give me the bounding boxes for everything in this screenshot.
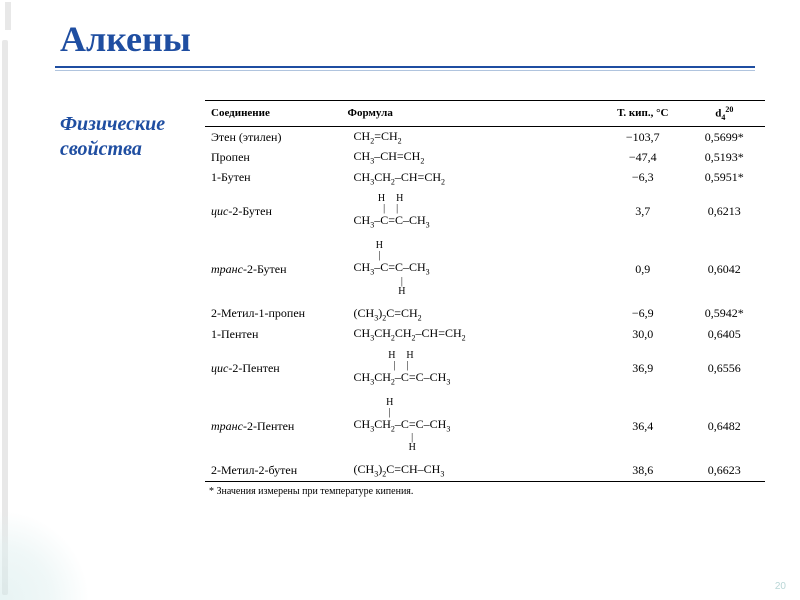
title-rule-light <box>55 70 755 71</box>
subtitle-line2: свойства <box>60 138 142 160</box>
cell-density: 0,5699* <box>684 126 765 147</box>
slide-subtitle: Физические свойства <box>60 112 165 162</box>
cell-name: 1-Пентен <box>205 324 348 344</box>
cell-formula: H | CH3CH2–C=C–CH3 | H <box>348 392 603 460</box>
cell-formula: CH3–CH=CH2 <box>348 147 603 167</box>
cell-name: транс-2-Пентен <box>205 392 348 460</box>
table-header-row: Соединение Формула Т. кип., °С d420 <box>205 101 765 127</box>
cell-formula: CH3CH2–CH=CH2 <box>348 168 603 188</box>
cell-formula: (CH3)2C=CH–CH3 <box>348 460 603 481</box>
table-footnote: * Значения измерены при температуре кипе… <box>205 482 765 497</box>
slide-title: Алкены <box>60 18 191 60</box>
table-row: транс-2-БутенH | CH3–C=C–CH3 | H0,90,604… <box>205 235 765 303</box>
cell-formula: H H| |CH3CH2–C=C–CH3 <box>348 345 603 392</box>
cell-tboil: 30,0 <box>602 324 683 344</box>
cell-density: 0,6482 <box>684 392 765 460</box>
table-row: Этен (этилен)CH2=CH2−103,70,5699* <box>205 126 765 147</box>
page-number: 20 <box>775 581 786 592</box>
cell-density: 0,5193* <box>684 147 765 167</box>
th-formula: Формула <box>348 101 603 127</box>
table-row: 1-БутенCH3CH2–CH=CH2−6,30,5951* <box>205 168 765 188</box>
table-row: 2-Метил-1-пропен(CH3)2C=CH2−6,90,5942* <box>205 304 765 324</box>
cell-density: 0,6213 <box>684 188 765 235</box>
cell-formula: H | CH3–C=C–CH3 | H <box>348 235 603 303</box>
th-tboil: Т. кип., °С <box>602 101 683 127</box>
cell-tboil: −47,4 <box>602 147 683 167</box>
th-density: d420 <box>684 101 765 127</box>
cell-density: 0,5942* <box>684 304 765 324</box>
table-row: цис-2-БутенH H| |CH3–C=C–CH33,70,6213 <box>205 188 765 235</box>
th-compound: Соединение <box>205 101 348 127</box>
cell-density: 0,6405 <box>684 324 765 344</box>
cell-name: цис-2-Пентен <box>205 345 348 392</box>
cell-name: Пропен <box>205 147 348 167</box>
cell-name: 1-Бутен <box>205 168 348 188</box>
table-row: транс-2-ПентенH | CH3CH2–C=C–CH3 | H36,4… <box>205 392 765 460</box>
table-row: 2-Метил-2-бутен(CH3)2C=CH–CH338,60,6623 <box>205 460 765 481</box>
cell-formula: CH2=CH2 <box>348 126 603 147</box>
cell-density: 0,6556 <box>684 345 765 392</box>
cell-tboil: 36,4 <box>602 392 683 460</box>
subtitle-line1: Физические <box>60 113 165 135</box>
cell-name: Этен (этилен) <box>205 126 348 147</box>
cell-tboil: 38,6 <box>602 460 683 481</box>
cell-tboil: 36,9 <box>602 345 683 392</box>
decor-bar-top <box>5 2 11 30</box>
table-body: Этен (этилен)CH2=CH2−103,70,5699*ПропенC… <box>205 126 765 481</box>
table-row: ПропенCH3–CH=CH2−47,40,5193* <box>205 147 765 167</box>
cell-density: 0,6623 <box>684 460 765 481</box>
cell-density: 0,5951* <box>684 168 765 188</box>
cell-tboil: 3,7 <box>602 188 683 235</box>
table-row: 1-ПентенCH3CH2CH2–CH=CH230,00,6405 <box>205 324 765 344</box>
decor-corner <box>0 510 90 600</box>
cell-formula: CH3CH2CH2–CH=CH2 <box>348 324 603 344</box>
cell-tboil: −6,9 <box>602 304 683 324</box>
properties-table: Соединение Формула Т. кип., °С d420 Этен… <box>205 100 765 482</box>
cell-name: цис-2-Бутен <box>205 188 348 235</box>
title-rule-dark <box>55 66 755 68</box>
cell-name: 2-Метил-1-пропен <box>205 304 348 324</box>
cell-formula: H H| |CH3–C=C–CH3 <box>348 188 603 235</box>
cell-tboil: 0,9 <box>602 235 683 303</box>
cell-tboil: −103,7 <box>602 126 683 147</box>
table-row: цис-2-ПентенH H| |CH3CH2–C=C–CH336,90,65… <box>205 345 765 392</box>
cell-name: 2-Метил-2-бутен <box>205 460 348 481</box>
cell-name: транс-2-Бутен <box>205 235 348 303</box>
cell-tboil: −6,3 <box>602 168 683 188</box>
cell-density: 0,6042 <box>684 235 765 303</box>
cell-formula: (CH3)2C=CH2 <box>348 304 603 324</box>
properties-table-wrap: Соединение Формула Т. кип., °С d420 Этен… <box>205 100 765 497</box>
